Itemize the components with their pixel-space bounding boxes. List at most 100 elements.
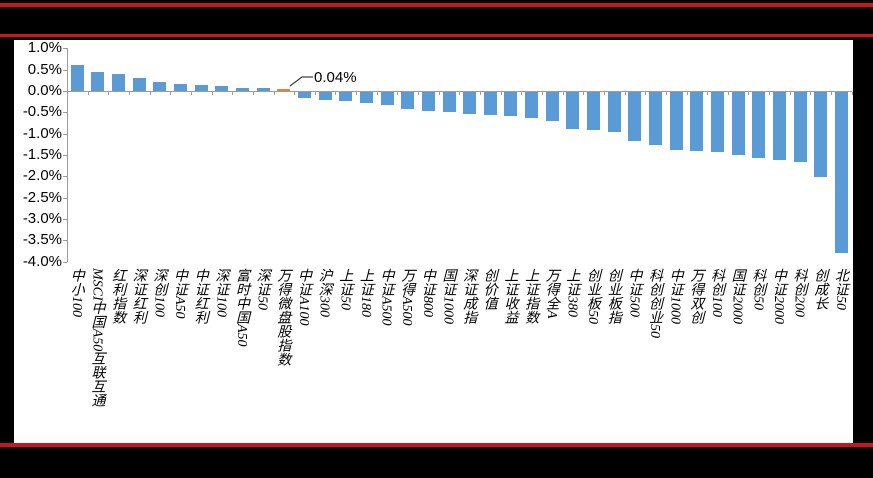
x-axis-label: 创业板指 [605, 268, 621, 324]
x-axis-tick [397, 92, 399, 95]
x-axis-label: 深证100 [213, 268, 229, 317]
y-axis-tick [63, 261, 67, 263]
x-axis-label: 中证A500 [378, 268, 394, 326]
x-axis-label: 中证500 [626, 268, 642, 317]
y-axis-label: -1.0% [22, 124, 62, 142]
bar-北证50 [834, 92, 848, 254]
x-axis-tick [314, 92, 316, 95]
x-axis-tick [831, 92, 833, 95]
x-axis-line [67, 91, 852, 92]
x-axis-label: 创成长 [812, 268, 828, 310]
bar-深证50 [256, 88, 270, 91]
bar-中证A100 [297, 92, 311, 98]
x-axis-label: 国证2000 [729, 268, 745, 324]
bar-深证100 [215, 86, 229, 91]
x-axis-tick [665, 92, 667, 95]
y-axis-label: -3.5% [22, 231, 62, 249]
bar-深创100 [153, 82, 167, 91]
x-axis-tick [769, 92, 771, 95]
bar-创业板指 [607, 92, 621, 132]
x-axis-tick [459, 92, 461, 95]
x-axis-label: 中小100 [68, 268, 84, 317]
top-red-rule [0, 3, 873, 7]
x-axis-label: MSCI中国A50互联互通 [89, 268, 105, 408]
x-axis-label: 富时中国A50 [234, 268, 249, 347]
x-axis-tick [645, 92, 647, 95]
x-axis-tick [294, 92, 296, 95]
header-red-rule [0, 34, 873, 37]
x-axis-tick [252, 92, 254, 95]
bar-科创50 [752, 92, 766, 158]
y-axis-label: -2.0% [22, 167, 62, 185]
x-axis-label: 万得微盘股指数 [275, 268, 291, 366]
x-axis-tick [541, 92, 543, 95]
y-axis-label: 0.0% [27, 82, 62, 99]
y-axis-label: -3.0% [22, 210, 62, 228]
y-axis-tick [63, 69, 67, 71]
bar-MSCI中国A50互联互通 [91, 72, 105, 91]
x-axis-tick [810, 92, 812, 95]
x-axis-label: 中证红利 [192, 268, 208, 324]
y-axis-tick [63, 91, 67, 92]
bar-万得A500 [401, 92, 415, 109]
x-axis-label: 科创创业50 [647, 268, 662, 338]
x-axis-label: 创业板50 [585, 268, 601, 324]
bottom-red-rule [0, 443, 873, 447]
bar-科创200 [793, 92, 807, 162]
bar-上证指数 [525, 92, 539, 119]
bar-科创创业50 [649, 92, 662, 145]
x-axis-label: 红利指数 [110, 268, 126, 324]
x-axis-tick [583, 92, 585, 95]
bar-万得双创 [690, 92, 704, 151]
x-axis-label: 中证A50 [172, 268, 188, 319]
bar-沪深300 [318, 92, 332, 101]
index-returns-bar-chart: 0.04% 1.0% 0.5% 0.0% -0.5% -1.0% -1.5% -2.0% -2… [14, 40, 853, 443]
x-axis-label: 北证50 [832, 268, 848, 310]
x-axis-tick [480, 92, 481, 95]
bar-万得微盘股指数 [277, 89, 291, 91]
x-axis-label: 创价值 [481, 268, 497, 310]
bar-科创100 [710, 92, 724, 153]
chart-panel: 0.04% 1.0% 0.5% 0.0% -0.5% -1.0% -1.5% -2.0% -2… [14, 40, 853, 443]
bar-创成长 [814, 92, 828, 177]
bar-中小100 [70, 65, 84, 91]
x-axis-label: 深证成指 [461, 268, 477, 324]
x-axis-label: 万得全A [543, 268, 559, 319]
x-axis-tick [87, 92, 89, 95]
x-axis-label: 万得A500 [399, 268, 415, 326]
x-axis-tick [521, 92, 523, 95]
y-axis-tick [63, 176, 67, 178]
x-axis-label: 国证1000 [440, 268, 456, 324]
x-axis-tick [789, 92, 791, 95]
x-axis-tick [108, 92, 110, 95]
x-axis-label: 上证指数 [523, 268, 539, 324]
y-axis-line [67, 48, 68, 262]
x-axis-label: 中证A100 [295, 268, 311, 326]
y-axis-tick [63, 112, 67, 114]
x-axis-tick [851, 92, 853, 95]
bar-上证50 [339, 92, 353, 102]
x-axis-tick [273, 92, 275, 95]
x-axis-label: 万得双创 [688, 268, 704, 324]
y-axis-label: -4.0% [22, 252, 62, 270]
x-axis-label: 中证1000 [667, 268, 683, 324]
bar-上证180 [359, 92, 373, 104]
x-axis-tick [707, 92, 709, 95]
x-axis-tick [686, 92, 688, 95]
x-axis-label: 深证50 [254, 268, 270, 310]
y-axis-tick [63, 48, 67, 50]
x-axis-tick [211, 92, 213, 95]
x-axis-label: 深创100 [151, 268, 167, 317]
x-axis-tick [500, 92, 502, 95]
bar-红利指数 [112, 74, 126, 91]
x-axis-label: 科创50 [750, 268, 766, 310]
x-axis-tick [438, 92, 440, 95]
y-axis-label: 1.0% [27, 39, 62, 57]
x-axis-tick [418, 92, 420, 95]
x-axis-label: 沪深300 [316, 268, 332, 317]
bar-中证800 [421, 92, 435, 111]
x-axis-tick [624, 92, 626, 95]
x-axis-tick [748, 92, 750, 95]
bar-深证红利 [132, 78, 146, 91]
x-axis-tick [376, 92, 378, 95]
